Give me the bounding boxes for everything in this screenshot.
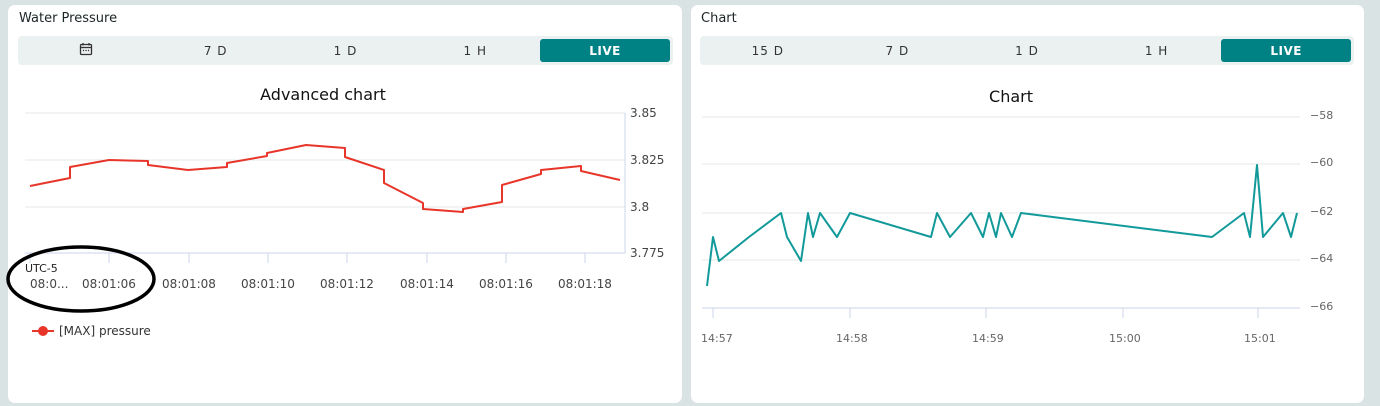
widget-title: Water Pressure [19,11,118,26]
tab-1h[interactable]: 1 H [1144,43,1169,58]
y-tick-label: −66 [1310,300,1333,313]
time-range-tabs: 7 D 1 D 1 H LIVE [18,36,673,65]
pressure-series-line [29,144,621,213]
x-tick-label: 15:01 [1244,332,1276,345]
x-tick-label: 08:01:06 [82,277,136,291]
chart-title: Chart [989,87,1033,106]
widget-title: Chart [701,11,737,26]
x-axis-ticks [29,253,586,263]
pressure-line-chart[interactable]: 3.85 3.825 3.8 3.775 08:0... 08:01:06 08… [6,5,682,403]
calendar-icon [79,42,93,59]
tab-live[interactable]: LIVE [540,39,670,62]
tab-7d[interactable]: 7 D [203,43,228,58]
x-tick-label: 08:01:10 [241,277,295,291]
y-tick-label: −64 [1310,252,1333,265]
tab-7d[interactable]: 7 D [885,43,910,58]
x-tick-label: 08:01:18 [558,277,612,291]
water-pressure-widget: Water Pressure 7 D 1 D 1 H LIVE Advanced… [6,5,682,403]
x-tick-label: 15:00 [1109,332,1141,345]
tab-live[interactable]: LIVE [1221,39,1351,62]
value-series-line [706,164,1298,287]
value-line-chart[interactable]: −58 −60 −62 −64 −66 14:57 14:58 14:59 15… [691,5,1364,403]
y-tick-label: −58 [1310,109,1333,122]
x-tick-label: 08:0... [30,277,68,291]
x-tick-label: 14:57 [701,332,733,345]
y-tick-label: 3.85 [630,106,657,120]
x-tick-label: 14:58 [836,332,868,345]
timezone-label: UTC-5 [25,262,58,275]
x-tick-label: 14:59 [972,332,1004,345]
tab-1h[interactable]: 1 H [463,43,488,58]
tab-calendar[interactable] [21,39,151,62]
legend-marker-icon [32,326,54,336]
legend-label: [MAX] pressure [59,324,151,338]
x-axis-ticks [712,308,1259,318]
tab-15d[interactable]: 15 D [751,43,784,58]
y-tick-label: 3.825 [630,153,664,167]
legend-item-max-pressure[interactable]: [MAX] pressure [32,324,151,338]
chart-widget: Chart 15 D 7 D 1 D 1 H LIVE Chart −58 −6… [691,5,1364,403]
chart-title: Advanced chart [260,85,386,104]
y-tick-label: 3.775 [630,246,664,260]
time-range-tabs: 15 D 7 D 1 D 1 H LIVE [700,36,1354,65]
y-tick-label: −62 [1310,205,1333,218]
y-tick-label: −60 [1310,156,1333,169]
y-tick-label: 3.8 [630,200,649,214]
annotation-circle [6,245,156,313]
x-tick-label: 08:01:12 [320,277,374,291]
x-tick-label: 08:01:14 [400,277,454,291]
x-tick-label: 08:01:08 [162,277,216,291]
tab-1d[interactable]: 1 D [1015,43,1039,58]
tab-1d[interactable]: 1 D [333,43,358,58]
gridlines [702,116,1300,261]
x-tick-label: 08:01:16 [479,277,533,291]
